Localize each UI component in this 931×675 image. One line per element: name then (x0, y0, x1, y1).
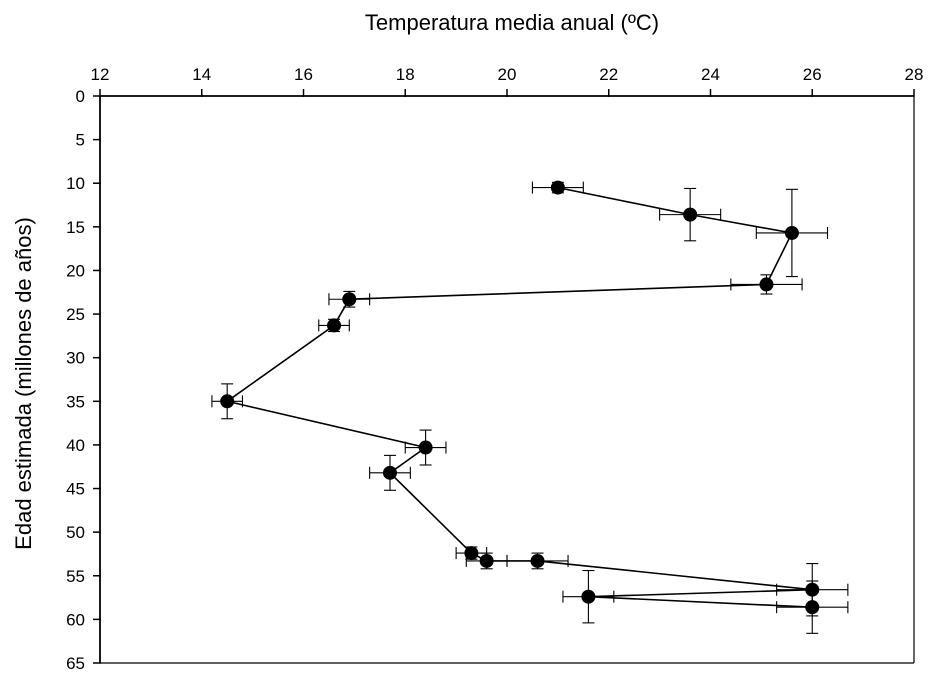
data-point (530, 553, 545, 568)
x-axis-ticks: 12 14 16 18 20 22 24 26 28 (91, 65, 924, 97)
y-tick-label: 60 (66, 610, 85, 629)
data-point (805, 600, 820, 615)
x-tick-label: 22 (599, 65, 618, 84)
y-tick-label: 0 (76, 87, 85, 106)
x-tick-label: 18 (396, 65, 415, 84)
y-tick-label: 50 (66, 523, 85, 542)
data-point (759, 277, 774, 292)
data-point (479, 553, 494, 568)
data-point (418, 440, 433, 455)
y-tick-label: 25 (66, 305, 85, 324)
x-tick-label: 26 (803, 65, 822, 84)
data-point (220, 394, 235, 409)
y-axis-ticks: 0 5 10 15 20 25 30 35 40 45 50 55 60 65 (66, 87, 101, 673)
y-tick-label: 45 (66, 480, 85, 499)
data-point (581, 589, 596, 604)
x-tick-label: 24 (701, 65, 720, 84)
y-tick-label: 10 (66, 174, 85, 193)
data-point (382, 465, 397, 480)
data-point (327, 318, 342, 333)
y-tick-label: 30 (66, 349, 85, 368)
x-tick-label: 28 (905, 65, 924, 84)
data-point (805, 582, 820, 597)
data-point (683, 207, 698, 222)
plot-frame (99, 95, 915, 664)
data-point (550, 180, 565, 195)
x-tick-label: 14 (192, 65, 211, 84)
y-tick-label: 20 (66, 261, 85, 280)
y-tick-label: 55 (66, 567, 85, 586)
y-axis-title: Edad estimada (millones de años) (11, 217, 36, 550)
x-axis-title: Temperatura media anual (ºC) (365, 10, 659, 35)
x-tick-label: 16 (294, 65, 313, 84)
y-tick-label: 35 (66, 392, 85, 411)
series-line-group (225, 186, 813, 608)
data-points (220, 180, 820, 615)
data-point (342, 292, 357, 307)
error-bars (211, 181, 849, 634)
y-tick-label: 15 (66, 218, 85, 237)
data-point (784, 225, 799, 240)
data-point (464, 546, 479, 561)
x-tick-label: 12 (91, 65, 110, 84)
y-tick-label: 40 (66, 436, 85, 455)
x-tick-label: 20 (498, 65, 517, 84)
y-tick-label: 65 (66, 654, 85, 673)
y-tick-label: 5 (76, 131, 85, 150)
series-line (225, 186, 813, 608)
